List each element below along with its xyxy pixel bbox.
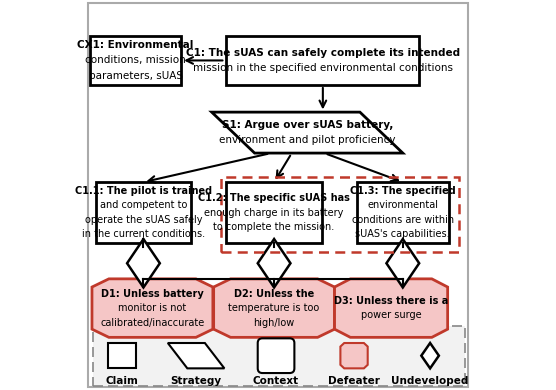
FancyBboxPatch shape [258, 338, 294, 373]
Polygon shape [214, 279, 335, 337]
Text: CX1: Environmental: CX1: Environmental [77, 40, 194, 50]
Text: C1: The sUAS can safely complete its intended: C1: The sUAS can safely complete its int… [186, 48, 460, 58]
Text: to complete the mission.: to complete the mission. [214, 222, 335, 232]
FancyBboxPatch shape [93, 326, 465, 386]
Text: monitor is not: monitor is not [118, 303, 187, 313]
Text: Undeveloped: Undeveloped [391, 376, 469, 386]
FancyBboxPatch shape [90, 36, 181, 85]
Text: D3: Unless there is a: D3: Unless there is a [334, 296, 448, 306]
Text: power surge: power surge [361, 310, 421, 321]
FancyBboxPatch shape [226, 183, 322, 243]
Text: Defeater: Defeater [328, 376, 380, 386]
Text: high/low: high/low [254, 318, 295, 328]
Text: S1: Argue over sUAS battery,: S1: Argue over sUAS battery, [221, 120, 393, 130]
Text: mission in the specified environmental conditions: mission in the specified environmental c… [193, 63, 453, 73]
FancyBboxPatch shape [226, 36, 419, 85]
Text: environmental: environmental [368, 200, 438, 210]
Text: Claim: Claim [106, 376, 138, 386]
Text: conditions, mission: conditions, mission [85, 55, 186, 66]
Text: sUAS's capabilities.: sUAS's capabilities. [355, 229, 450, 239]
Text: temperature is too: temperature is too [229, 303, 320, 313]
Text: conditions are within: conditions are within [352, 215, 454, 225]
Text: and competent to: and competent to [100, 200, 187, 210]
Text: environment and pilot proficiency: environment and pilot proficiency [219, 135, 395, 145]
Text: Context: Context [253, 376, 299, 386]
Polygon shape [92, 279, 213, 337]
Text: D1: Unless battery: D1: Unless battery [101, 289, 204, 298]
FancyBboxPatch shape [108, 343, 136, 368]
Text: calibrated/inaccurate: calibrated/inaccurate [100, 318, 205, 328]
Polygon shape [340, 343, 368, 368]
Polygon shape [168, 343, 225, 368]
Polygon shape [258, 239, 290, 287]
Text: operate the sUAS safely: operate the sUAS safely [85, 215, 202, 225]
Text: C1.2: The specific sUAS has: C1.2: The specific sUAS has [198, 193, 350, 203]
Polygon shape [335, 279, 448, 337]
Text: C1.3: The specified: C1.3: The specified [350, 186, 456, 196]
Text: D2: Unless the: D2: Unless the [234, 289, 314, 298]
Text: enough charge in its battery: enough charge in its battery [205, 207, 344, 218]
Text: in the current conditions.: in the current conditions. [82, 229, 205, 239]
Text: Strategy: Strategy [171, 376, 222, 386]
FancyBboxPatch shape [88, 3, 468, 387]
Polygon shape [386, 239, 419, 287]
Polygon shape [212, 112, 403, 153]
FancyBboxPatch shape [96, 183, 191, 243]
Text: C1.1: The pilot is trained: C1.1: The pilot is trained [75, 186, 212, 196]
Polygon shape [127, 239, 160, 287]
Text: parameters, sUAS: parameters, sUAS [88, 71, 183, 81]
Polygon shape [421, 343, 439, 368]
FancyBboxPatch shape [357, 183, 449, 243]
